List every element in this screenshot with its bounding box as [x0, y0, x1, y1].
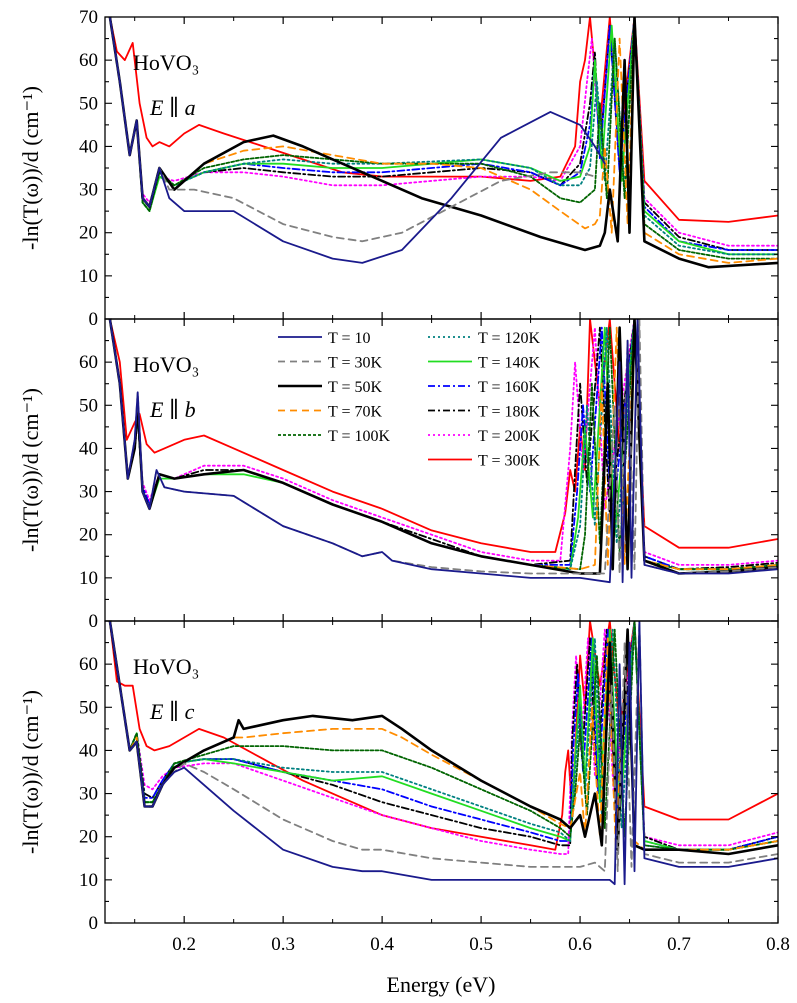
legend-label-t-70k: T = 70K	[328, 404, 383, 421]
x-axis-title: Energy (eV)	[387, 972, 496, 997]
panel-2-series-group	[110, 621, 778, 884]
panel-0-series-t-160k	[110, 17, 778, 250]
panel-2-y-tick-label: 0	[89, 913, 99, 934]
panel-0-compound-label: HoVO₃	[133, 50, 199, 75]
legend-label-t-180k: T = 180K	[478, 404, 541, 421]
panel-1-y-tick-label: 60	[79, 352, 98, 373]
panel-2-y-tick-label: 40	[79, 740, 98, 761]
legend-label-t-200k: T = 200K	[478, 428, 541, 445]
x-tick-label: 0.2	[172, 934, 196, 955]
panel-1-series-t-200k	[110, 319, 778, 565]
legend-label-t-300k: T = 300K	[478, 453, 541, 470]
panel-2-series-t-140k	[110, 621, 778, 850]
panel-0-y-tick-label: 30	[79, 180, 98, 201]
panel-0-y-tick-label: 60	[79, 50, 98, 71]
panel-2-series-t-30k	[110, 621, 778, 871]
panel-1-series-t-180k	[110, 319, 778, 569]
panel-2-series-t-120k	[110, 621, 778, 850]
panel-2-compound-label: HoVO₃	[133, 654, 199, 679]
panel-1-compound-label: HoVO₃	[133, 352, 199, 377]
panel-1-series-t-160k	[110, 319, 778, 569]
panel-1-series-t-120k	[110, 319, 778, 569]
legend-label-t-10: T = 10	[328, 330, 371, 347]
panel-0-y-tick-label: 20	[79, 223, 98, 244]
panel-2-y-tick-label: 60	[79, 654, 98, 675]
panel-1-y-tick-label: 10	[79, 568, 98, 589]
panel-0-y-tick-label: 40	[79, 136, 98, 157]
panel-0-series-t-70k	[110, 17, 778, 263]
panel-0-y-axis-title: -ln(T(ω))/d (cm⁻¹)	[18, 86, 43, 250]
legend-label-t-140k: T = 140K	[478, 355, 541, 372]
panel-2-series-t-180k	[110, 621, 778, 850]
panel-0-y-tick-label: 50	[79, 93, 98, 114]
panel-0-y-tick-label: 0	[89, 309, 99, 330]
panel-1-series-t-50k	[110, 319, 778, 574]
panel-2-series-t-70k	[110, 621, 778, 850]
panel-2-polarization-label: E ∥ c	[149, 699, 195, 724]
panel-0-y-tick-label: 70	[79, 7, 98, 28]
legend-label-t-160k: T = 160K	[478, 379, 541, 396]
panel-2-series-t-100k	[110, 621, 778, 850]
legend-label-t-120k: T = 120K	[478, 330, 541, 347]
panel-1-y-tick-label: 40	[79, 438, 98, 459]
panel-0-frame	[105, 17, 778, 319]
panel-1-series-t-100k	[110, 319, 778, 569]
x-tick-label: 0.8	[766, 934, 790, 955]
panel-1-series-group	[110, 319, 778, 582]
x-tick-label: 0.5	[469, 934, 493, 955]
panel-1-y-tick-label: 50	[79, 395, 98, 416]
panel-1-y-tick-label: 0	[89, 611, 99, 632]
panel-2-series-t-160k	[110, 621, 778, 850]
panel-1-series-t-70k	[110, 319, 778, 569]
legend-label-t-50k: T = 50K	[328, 379, 383, 396]
panel-0-polarization-label: E ∥ a	[149, 95, 196, 120]
panel-1-series-t-30k	[110, 319, 778, 574]
panel-2-y-tick-label: 30	[79, 784, 98, 805]
legend-label-t-30k: T = 30K	[328, 355, 383, 372]
panel-2-y-tick-label: 50	[79, 697, 98, 718]
x-tick-label: 0.3	[271, 934, 295, 955]
panel-1-polarization-label: E ∥ b	[149, 397, 196, 422]
panel-0-y-tick-label: 10	[79, 266, 98, 287]
panel-1-series-t-140k	[110, 319, 778, 569]
panel-1-y-tick-label: 30	[79, 482, 98, 503]
panel-2-series-t-300k	[110, 621, 778, 850]
panel-0-series-group	[110, 17, 778, 267]
panel-2-y-axis-title: -ln(T(ω))/d (cm⁻¹)	[18, 690, 43, 854]
panel-1-y-axis-title: -ln(T(ω))/d (cm⁻¹)	[18, 388, 43, 552]
panel-2-y-tick-label: 20	[79, 827, 98, 848]
panel-1-y-tick-label: 20	[79, 525, 98, 546]
panel-0-series-t-180k	[110, 17, 778, 250]
panel-0-series-t-100k	[110, 17, 778, 259]
x-tick-label: 0.7	[667, 934, 691, 955]
panel-2-y-tick-label: 10	[79, 870, 98, 891]
x-tick-label: 0.6	[568, 934, 592, 955]
panel-0-series-t-50k	[110, 17, 778, 267]
x-tick-label: 0.4	[370, 934, 394, 955]
legend-label-t-100k: T = 100K	[328, 428, 391, 445]
panel-0-series-t-300k	[110, 17, 778, 222]
